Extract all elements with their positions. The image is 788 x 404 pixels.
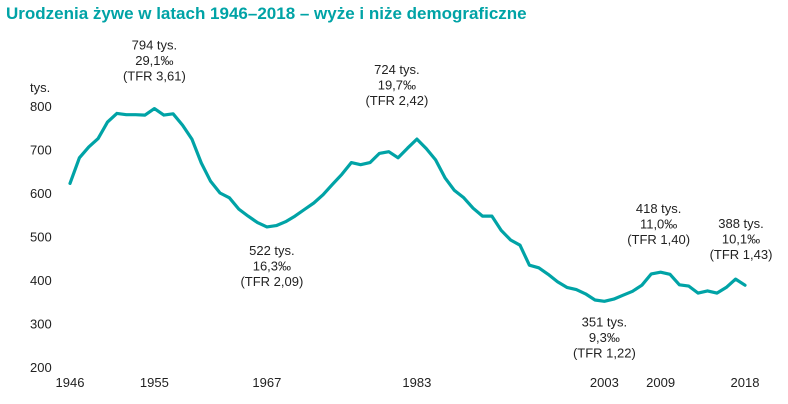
annotation-line: 9,3‰ bbox=[589, 330, 620, 345]
annotation-1967: 522 tys.16,3‰(TFR 2,09) bbox=[240, 243, 303, 289]
annotation-line: (TFR 3,61) bbox=[123, 69, 186, 84]
y-tick-label: 200 bbox=[30, 360, 52, 375]
y-tick-label: 500 bbox=[30, 230, 52, 245]
x-axis: 1946 1955 1967 1983 2003 2009 2018 bbox=[56, 375, 760, 390]
annotation-2009: 418 tys.11,0‰(TFR 1,40) bbox=[627, 201, 690, 247]
annotation-line: (TFR 1,43) bbox=[710, 247, 773, 262]
annotation-line: 10,1‰ bbox=[722, 232, 760, 247]
x-tick-label: 2003 bbox=[590, 375, 619, 390]
annotation-1983: 724 tys.19,7‰(TFR 2,42) bbox=[365, 62, 428, 108]
chart-title: Urodzenia żywe w latach 1946–2018 – wyże… bbox=[6, 4, 527, 23]
annotation-line: 16,3‰ bbox=[253, 258, 291, 273]
x-tick-label: 1946 bbox=[56, 375, 85, 390]
x-tick-label: 1955 bbox=[140, 375, 169, 390]
annotation-line: 19,7‰ bbox=[378, 78, 416, 93]
annotation-line: 388 tys. bbox=[718, 216, 764, 231]
annotation-line: (TFR 2,09) bbox=[240, 274, 303, 289]
x-tick-label: 1967 bbox=[252, 375, 281, 390]
annotation-line: (TFR 1,22) bbox=[573, 345, 636, 360]
x-tick-label: 2009 bbox=[646, 375, 675, 390]
y-axis: 200 300 400 500 600 700 800 bbox=[30, 99, 52, 375]
annotation-2018: 388 tys.10,1‰(TFR 1,43) bbox=[710, 216, 773, 262]
annotation-line: (TFR 1,40) bbox=[627, 232, 690, 247]
annotation-2003: 351 tys.9,3‰(TFR 1,22) bbox=[573, 314, 636, 360]
annotation-line: 11,0‰ bbox=[640, 217, 677, 232]
annotation-line: (TFR 2,42) bbox=[365, 93, 428, 108]
annotation-line: 724 tys. bbox=[374, 62, 420, 77]
annotation-1955: 794 tys.29,1‰(TFR 3,61) bbox=[123, 38, 186, 84]
x-tick-label: 2018 bbox=[731, 375, 760, 390]
y-tick-label: 600 bbox=[30, 186, 52, 201]
annotation-line: 351 tys. bbox=[582, 314, 628, 329]
y-axis-unit-label: tys. bbox=[30, 80, 50, 95]
y-tick-label: 300 bbox=[30, 317, 52, 332]
y-tick-label: 400 bbox=[30, 273, 52, 288]
series-line bbox=[68, 107, 747, 303]
y-tick-label: 700 bbox=[30, 143, 52, 158]
y-tick-label: 800 bbox=[30, 99, 52, 114]
x-tick-label: 1983 bbox=[402, 375, 431, 390]
annotation-line: 794 tys. bbox=[132, 38, 178, 53]
annotation-line: 29,1‰ bbox=[135, 53, 173, 68]
annotations: 794 tys.29,1‰(TFR 3,61)522 tys.16,3‰(TFR… bbox=[123, 38, 772, 361]
annotation-line: 418 tys. bbox=[636, 201, 682, 216]
annotation-line: 522 tys. bbox=[249, 243, 295, 258]
